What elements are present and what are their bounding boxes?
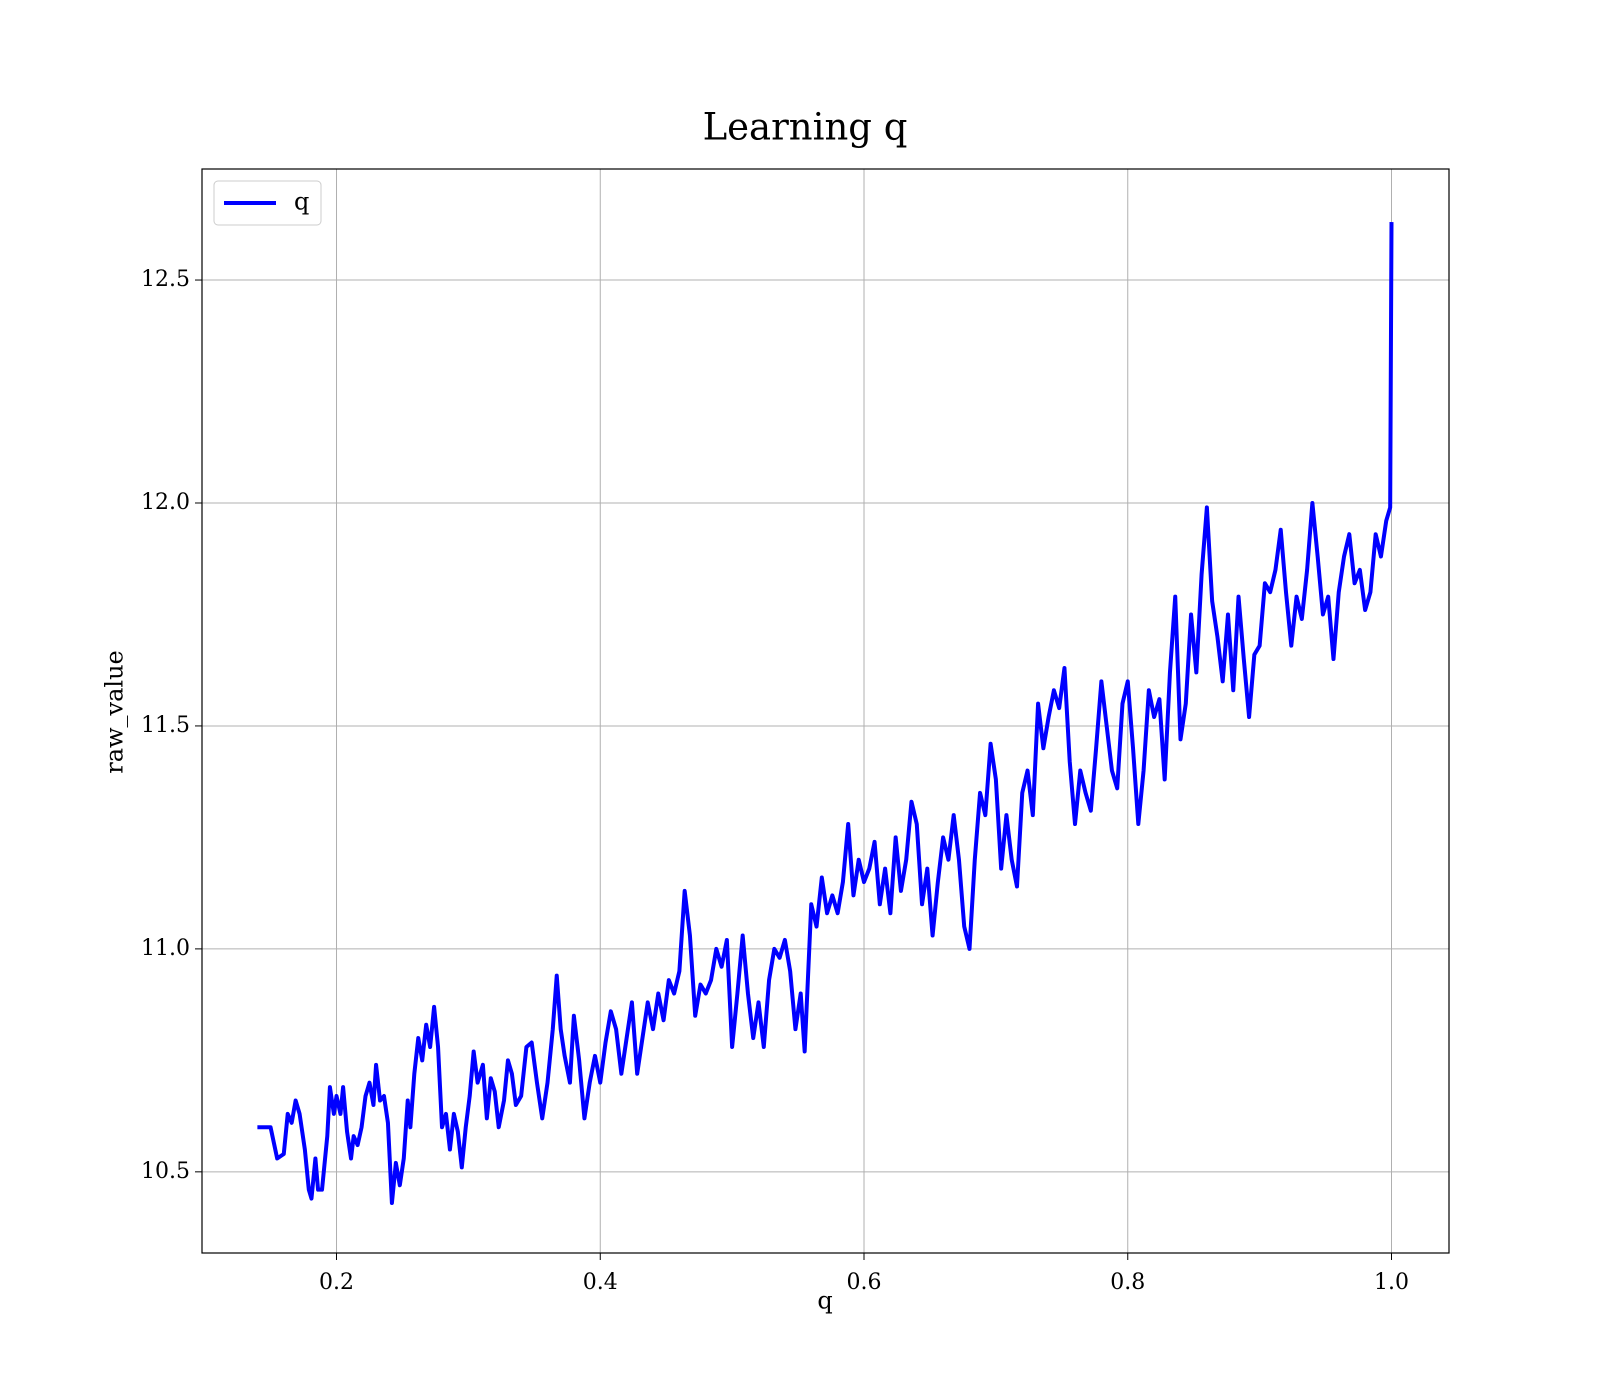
y-tick-label: 11.5 xyxy=(141,713,190,738)
chart-title: Learning q xyxy=(703,106,908,149)
x-axis-label: q xyxy=(817,1287,832,1315)
x-tick-label: 0.6 xyxy=(847,1270,882,1295)
legend-label: q xyxy=(294,188,309,216)
y-tick-label: 11.0 xyxy=(141,936,190,961)
plot-frame xyxy=(201,168,1450,1254)
x-tick-label: 0.4 xyxy=(583,1270,618,1295)
y-tick-label: 12.0 xyxy=(141,490,190,515)
y-axis-label: raw_value xyxy=(101,650,129,774)
x-tick-label: 1.0 xyxy=(1374,1270,1409,1295)
x-tick-label: 0.2 xyxy=(319,1270,354,1295)
y-tick-label: 10.5 xyxy=(141,1159,190,1184)
y-tick-label: 12.5 xyxy=(141,267,190,292)
x-tick-label: 0.8 xyxy=(1110,1270,1145,1295)
data-line xyxy=(257,222,1394,1206)
